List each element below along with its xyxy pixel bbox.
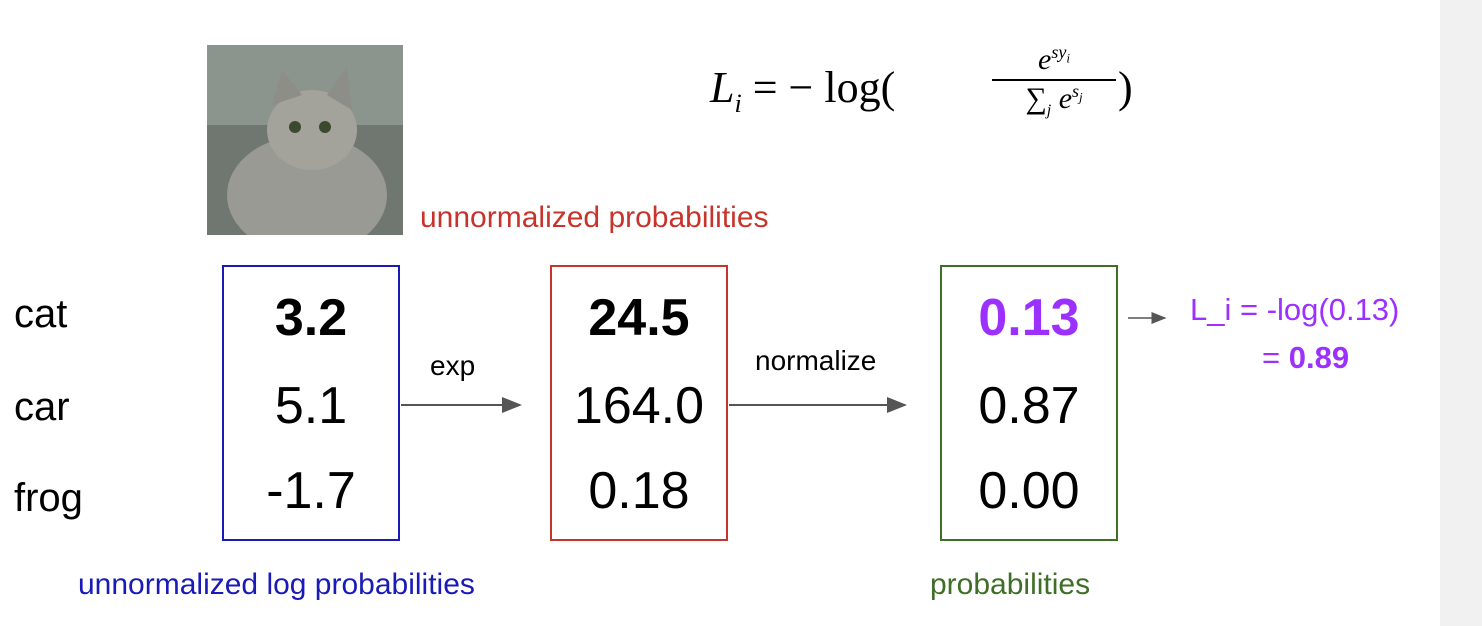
den-sum-sub: j: [1046, 102, 1052, 119]
box-value: 164.0: [573, 377, 705, 435]
box: [222, 265, 400, 541]
box-value: 0.00: [978, 462, 1080, 520]
formula-lhs: L: [710, 63, 735, 112]
arrow-label: normalize: [755, 345, 877, 376]
formula-close: ): [1118, 63, 1133, 112]
num-exp-sub: i: [1066, 50, 1070, 66]
arrow-label: exp: [430, 350, 476, 381]
row-label: cat: [14, 292, 68, 336]
box-value: 0.18: [588, 462, 690, 520]
den-exp-sub: j: [1079, 89, 1083, 105]
box-value: -1.7: [266, 462, 356, 520]
formula: Li = − log(: [710, 62, 895, 119]
loss-value: 0.89: [1288, 340, 1350, 375]
box-value: 0.87: [978, 377, 1080, 435]
box: [550, 265, 728, 541]
box-value: 5.1: [274, 377, 348, 435]
formula-eq: = − log(: [752, 63, 896, 112]
arrows: [401, 312, 1167, 413]
den-exp: s: [1072, 81, 1080, 101]
loss-line2: = 0.89: [1262, 340, 1349, 376]
num-base: e: [1038, 43, 1052, 76]
loss-line: L_i = -log(0.13): [1190, 292, 1400, 327]
fraction: esyi ∑j esj: [992, 42, 1116, 120]
box-value: 3.2: [274, 289, 348, 347]
row-label: frog: [14, 476, 83, 520]
caption: probabilities: [930, 568, 1091, 601]
cat-image: [207, 45, 403, 235]
den-base: e: [1058, 82, 1073, 115]
row-label: car: [14, 385, 70, 429]
box: [940, 265, 1118, 541]
box-value: 0.13: [978, 289, 1080, 347]
scroll-strip: [1440, 0, 1482, 626]
num-exp: sy: [1051, 42, 1067, 62]
formula-lhs-sub: i: [734, 88, 742, 118]
loss-eq: =: [1262, 340, 1281, 375]
den-sum: ∑: [1025, 82, 1047, 115]
box-value: 24.5: [588, 289, 690, 347]
caption: unnormalized log probabilities: [78, 568, 475, 601]
caption: unnormalized probabilities: [420, 201, 769, 234]
